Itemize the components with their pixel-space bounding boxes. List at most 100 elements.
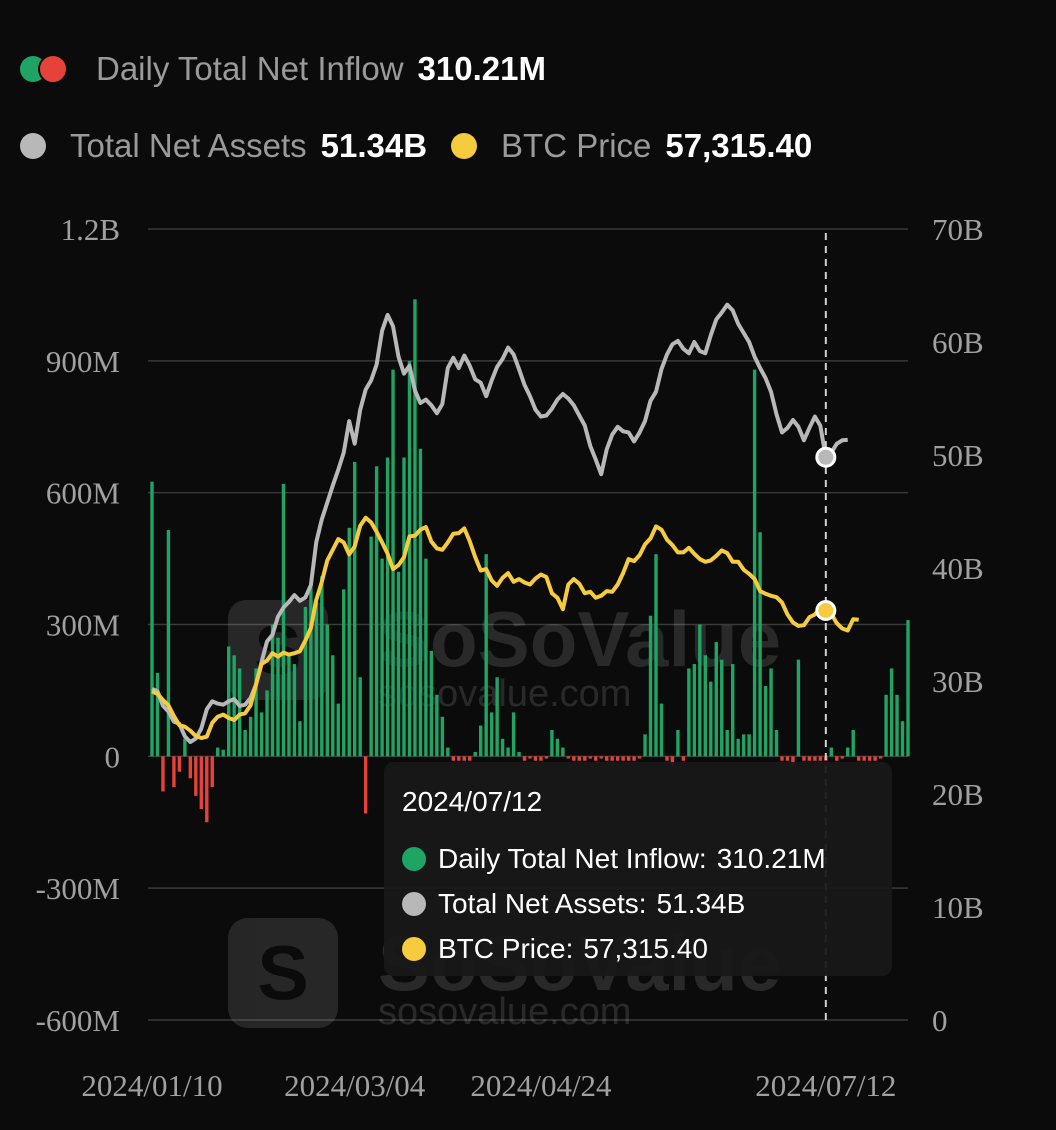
inflow-bar bbox=[320, 576, 324, 757]
inflow-bar bbox=[583, 756, 587, 761]
inflow-bar bbox=[342, 589, 346, 757]
inflow-bar bbox=[336, 703, 340, 757]
inflow-bar bbox=[363, 756, 368, 814]
inflow-bar bbox=[615, 756, 620, 761]
y-left-tick-label: 0 bbox=[105, 739, 121, 774]
assets-marker bbox=[815, 446, 837, 468]
inflow-bar bbox=[478, 725, 483, 757]
inflow-bar bbox=[856, 756, 861, 761]
inflow-bar bbox=[287, 655, 291, 757]
inflow-bar bbox=[352, 461, 357, 757]
assets-dot-icon bbox=[20, 133, 46, 159]
bars-layer bbox=[150, 299, 910, 823]
y-right-tick-label: 70B bbox=[932, 212, 984, 247]
inflow-bar bbox=[210, 756, 214, 788]
inflow-bar bbox=[489, 712, 494, 757]
inflow-bar bbox=[232, 655, 236, 757]
inflow-bar bbox=[418, 448, 423, 757]
inflow-bar bbox=[303, 606, 308, 757]
inflow-bar bbox=[599, 756, 603, 759]
inflow-bar bbox=[818, 756, 823, 761]
inflow-bar bbox=[851, 729, 855, 757]
inflow-bar bbox=[692, 664, 697, 757]
inflow-bar bbox=[610, 756, 614, 761]
inflow-bar bbox=[457, 756, 461, 761]
inflow-bar bbox=[309, 584, 313, 757]
inflow-bar bbox=[539, 756, 543, 761]
inflow-bar bbox=[440, 716, 445, 757]
y-right-tick-label: 40B bbox=[932, 551, 984, 586]
tooltip-inflow-value: 310.21M bbox=[716, 842, 826, 874]
inflow-bar bbox=[150, 481, 154, 757]
inflow-bar bbox=[259, 712, 264, 757]
inflow-bar bbox=[205, 756, 209, 823]
inflow-bar bbox=[216, 747, 220, 757]
inflow-bar bbox=[533, 756, 538, 761]
inflow-bar bbox=[577, 756, 582, 761]
inflow-bar bbox=[632, 756, 636, 761]
inflow-bar bbox=[374, 466, 379, 757]
inflow-bar bbox=[506, 747, 510, 757]
assets-label: Total Net Assets bbox=[70, 127, 307, 164]
inflow-bar bbox=[468, 756, 472, 761]
inflow-bar bbox=[703, 655, 708, 757]
negative-dot-icon bbox=[38, 54, 68, 84]
inflow-bar bbox=[878, 756, 883, 759]
inflow-value: 310.21M bbox=[417, 50, 546, 87]
inflow-bar bbox=[659, 703, 664, 757]
inflow-legend-icon bbox=[20, 54, 68, 84]
inflow-bar bbox=[495, 677, 499, 757]
y-right-tick-label: 10B bbox=[932, 890, 984, 925]
inflow-bar bbox=[709, 681, 713, 757]
watermark-brand: SoSoValue bbox=[378, 595, 781, 683]
tooltip-btc-value: 57,315.40 bbox=[583, 932, 708, 964]
inflow-bar bbox=[391, 369, 395, 757]
inflow-bar bbox=[435, 694, 439, 757]
inflow-bar bbox=[528, 756, 532, 759]
inflow-bar bbox=[177, 756, 182, 772]
inflow-bar bbox=[572, 756, 576, 761]
svg-text:S: S bbox=[257, 930, 308, 1016]
tooltip-date: 2024/07/12 bbox=[402, 786, 543, 817]
tooltip: 2024/07/12 Daily Total Net Inflow: 310.2… bbox=[384, 762, 892, 976]
y-left-tick-label: 600M bbox=[46, 476, 120, 511]
inflow-bar bbox=[643, 734, 647, 757]
inflow-bar bbox=[396, 571, 401, 757]
inflow-bar bbox=[237, 668, 242, 757]
y-right-tick-label: 30B bbox=[932, 664, 984, 699]
inflow-bar bbox=[648, 615, 653, 757]
inflow-bar bbox=[566, 756, 571, 759]
y-left-tick-label: 900M bbox=[46, 344, 120, 379]
assets-value: 51.34B bbox=[320, 127, 428, 164]
inflow-bar bbox=[637, 756, 642, 759]
legend-assets-btc: Total Net Assets 51.34B BTC Price 57,315… bbox=[20, 127, 812, 165]
inflow-bar bbox=[424, 558, 428, 757]
inflow-bar bbox=[369, 536, 373, 757]
inflow-bar bbox=[736, 738, 740, 757]
inflow-bar bbox=[446, 747, 450, 757]
inflow-bar bbox=[835, 756, 839, 761]
inflow-bar bbox=[665, 756, 669, 761]
inflow-bar bbox=[829, 747, 834, 757]
inflow-bar bbox=[347, 527, 351, 757]
y-right-tick-label: 60B bbox=[932, 325, 984, 360]
assets-line bbox=[151, 302, 848, 744]
btc-value: 57,315.40 bbox=[665, 127, 813, 164]
inflow-bar bbox=[561, 747, 565, 757]
tooltip-btc-row: BTC Price: 57,315.40 bbox=[402, 926, 874, 971]
inflow-bar bbox=[407, 360, 412, 757]
y-right-tick-label: 20B bbox=[932, 777, 984, 812]
inflow-bar bbox=[906, 620, 910, 757]
inflow-bar bbox=[780, 756, 784, 761]
inflow-bar bbox=[298, 721, 302, 757]
inflow-bar bbox=[621, 756, 625, 761]
inflow-bar bbox=[270, 624, 275, 757]
x-tick-label: 2024/07/12 bbox=[755, 1068, 896, 1103]
inflow-bar bbox=[325, 624, 330, 757]
inflow-bar bbox=[517, 751, 521, 757]
btc-line bbox=[151, 515, 859, 740]
x-tick-label: 2024/04/24 bbox=[470, 1068, 612, 1103]
inflow-bar bbox=[895, 694, 899, 757]
inflow-bar bbox=[763, 686, 768, 757]
inflow-bar bbox=[484, 554, 488, 757]
